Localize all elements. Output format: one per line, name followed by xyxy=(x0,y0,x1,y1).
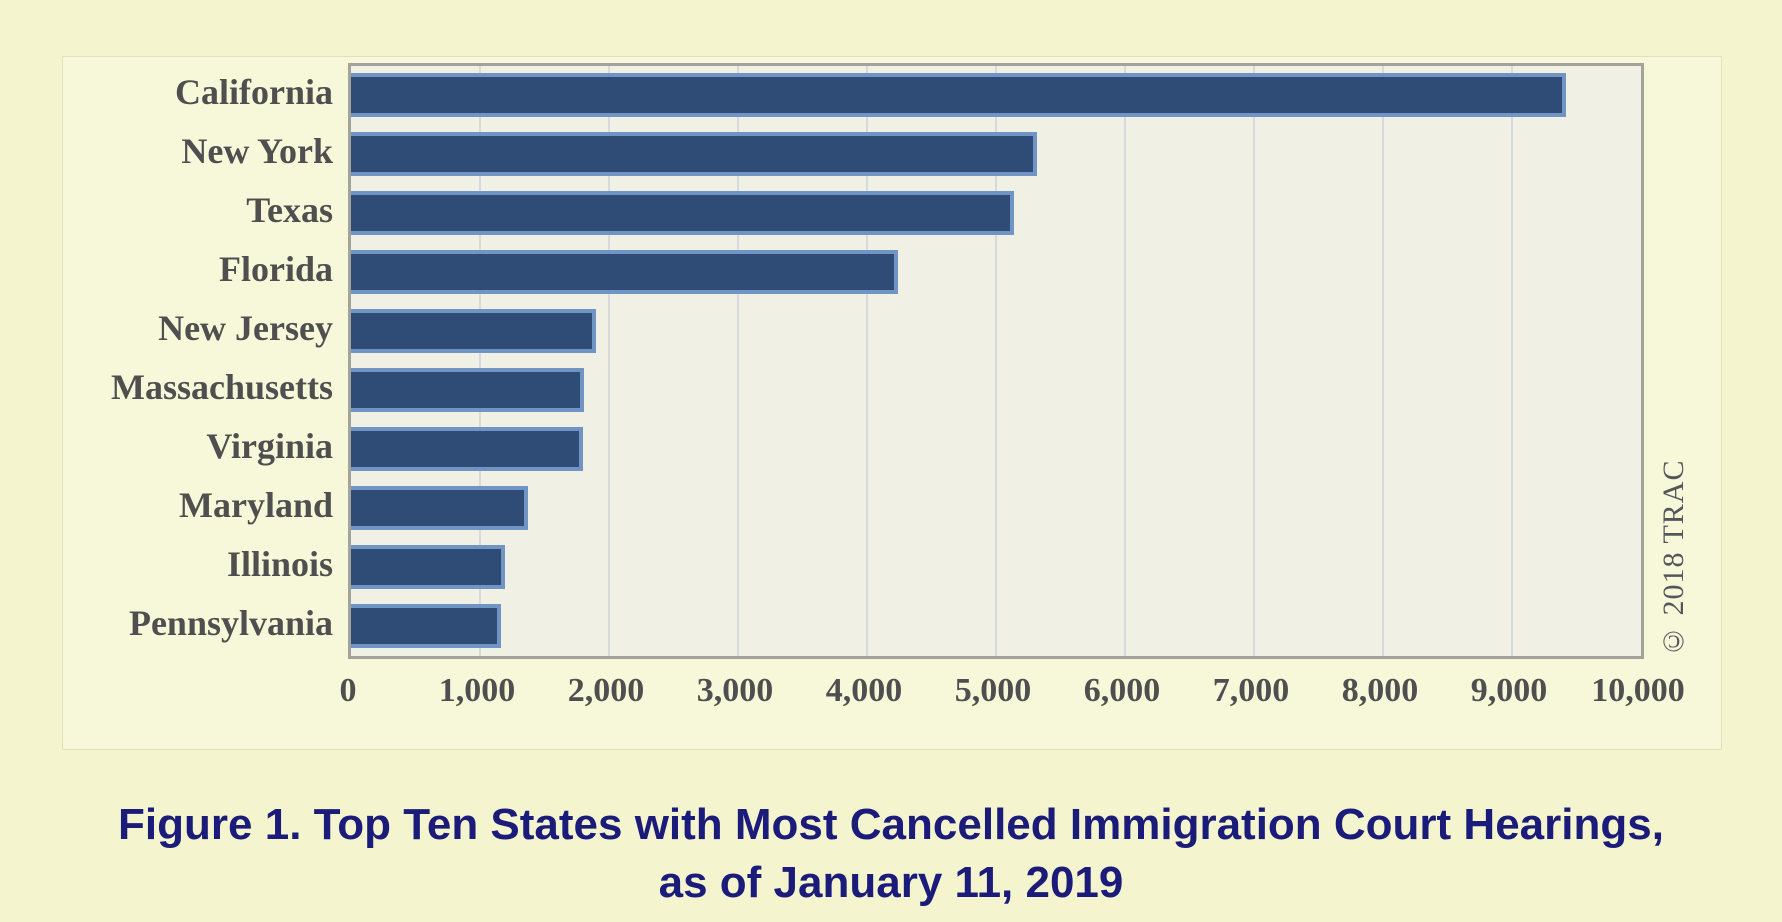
x-tick-label-5000: 5,000 xyxy=(954,672,1032,709)
gridline-3000 xyxy=(737,66,739,656)
category-label-maryland: Maryland xyxy=(178,485,333,525)
bar-new-jersey xyxy=(351,309,596,353)
category-label-pennsylvania: Pennsylvania xyxy=(128,603,333,643)
category-label-illinois: Illinois xyxy=(226,544,333,584)
category-label-massachusetts: Massachusetts xyxy=(111,367,333,407)
gridline-4000 xyxy=(866,66,868,656)
bar-maryland xyxy=(351,486,528,530)
bar-florida xyxy=(351,250,898,294)
gridline-9000 xyxy=(1511,66,1513,656)
gridline-1000 xyxy=(479,66,481,656)
x-tick-label-6000: 6,000 xyxy=(1083,672,1161,709)
bar-massachusetts xyxy=(351,368,584,412)
figure-caption: Figure 1. Top Ten States with Most Cance… xyxy=(0,796,1782,922)
x-tick-label-3000: 3,000 xyxy=(696,672,774,709)
bar-virginia xyxy=(351,427,583,471)
x-tick-label-0: 0 xyxy=(339,672,357,709)
category-label-california: California xyxy=(175,72,333,112)
bar-california xyxy=(351,73,1566,117)
x-tick-label-1000: 1,000 xyxy=(438,672,516,709)
gridline-8000 xyxy=(1382,66,1384,656)
caption-line-3-click-link[interactable]: (Click for larger image) xyxy=(0,912,1782,922)
bar-texas xyxy=(351,191,1014,235)
category-label-new-jersey: New Jersey xyxy=(158,308,333,348)
category-label-florida: Florida xyxy=(219,249,333,289)
caption-line-2: as of January 11, 2019 xyxy=(658,858,1124,907)
figure-image-panel[interactable] xyxy=(62,56,1722,750)
category-label-virginia: Virginia xyxy=(206,426,333,466)
category-label-new-york: New York xyxy=(181,131,333,171)
category-label-texas: Texas xyxy=(246,190,333,230)
gridline-6000 xyxy=(1124,66,1126,656)
x-tick-label-8000: 8,000 xyxy=(1341,672,1419,709)
bar-new-york xyxy=(351,132,1037,176)
gridline-2000 xyxy=(608,66,610,656)
copyright-watermark: © 2018 TRAC xyxy=(1657,459,1690,658)
gridline-7000 xyxy=(1253,66,1255,656)
x-tick-label-7000: 7,000 xyxy=(1212,672,1290,709)
gridline-5000 xyxy=(995,66,997,656)
x-tick-label-10000: 10,000 xyxy=(1591,672,1685,709)
x-tick-label-9000: 9,000 xyxy=(1470,672,1548,709)
bar-pennsylvania xyxy=(351,604,501,648)
caption-line-1: Figure 1. Top Ten States with Most Cance… xyxy=(118,800,1664,849)
x-tick-label-2000: 2,000 xyxy=(567,672,645,709)
bar-illinois xyxy=(351,545,505,589)
plot-area xyxy=(348,63,1644,659)
x-tick-label-4000: 4,000 xyxy=(825,672,903,709)
